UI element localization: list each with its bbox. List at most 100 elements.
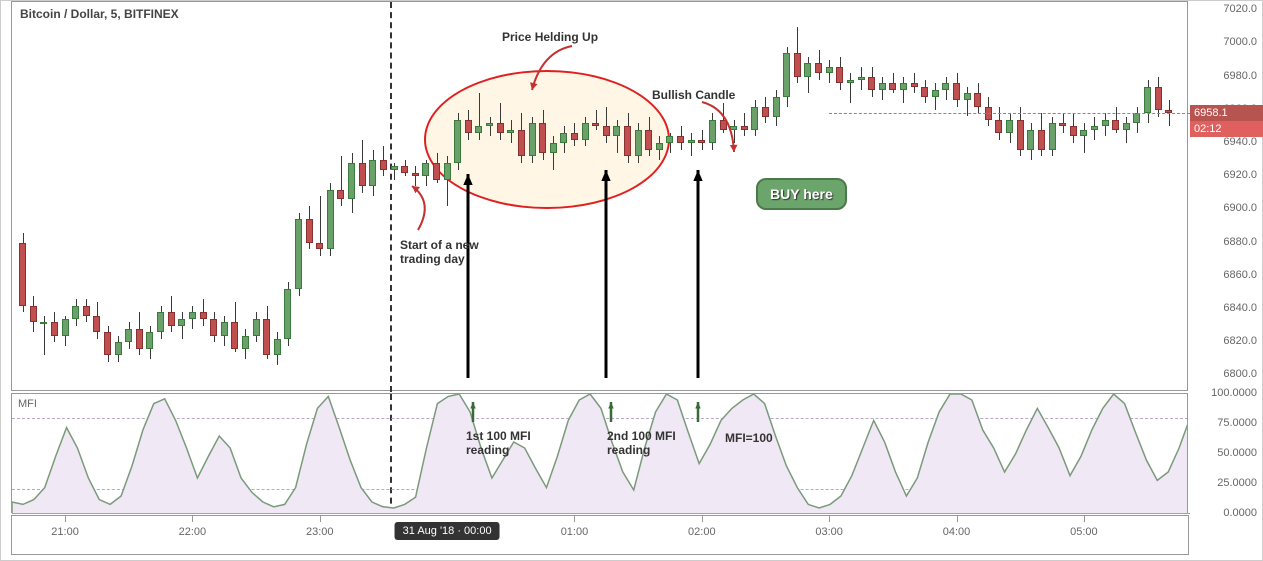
candle xyxy=(868,77,875,90)
candle xyxy=(582,123,589,140)
x-tick: 23:00 xyxy=(306,526,334,538)
annotation-mfi2: 2nd 100 MFIreading xyxy=(607,429,676,458)
candle xyxy=(645,130,652,150)
y-tick: 6800.0 xyxy=(1223,368,1257,380)
candle xyxy=(62,319,69,336)
time-axis: 21:0022:0023:0001:0002:0003:0004:0005:00… xyxy=(11,515,1189,555)
candle xyxy=(730,126,737,129)
candle xyxy=(836,67,843,84)
mfi-panel[interactable]: MFI xyxy=(11,393,1189,513)
candle xyxy=(603,126,610,136)
x-tick: 01:00 xyxy=(561,526,589,538)
annotation-bullish_candle: Bullish Candle xyxy=(652,88,735,102)
chart-title: Bitcoin / Dollar, 5, BITFINEX xyxy=(20,7,179,21)
candle xyxy=(83,306,90,316)
session-start-line xyxy=(390,2,392,392)
candle xyxy=(794,53,801,76)
mfi-y-tick: 50.0000 xyxy=(1217,447,1257,459)
candle xyxy=(1027,130,1034,150)
candle xyxy=(847,80,854,83)
candle xyxy=(560,133,567,143)
x-tick: 03:00 xyxy=(815,526,843,538)
candle xyxy=(486,123,493,126)
candle xyxy=(316,243,323,250)
candle xyxy=(507,130,514,133)
candle xyxy=(178,319,185,326)
candle xyxy=(231,322,238,349)
candle xyxy=(454,120,461,163)
mfi-y-tick: 100.0000 xyxy=(1211,387,1257,399)
candle xyxy=(826,67,833,74)
y-axis-price: 6800.06820.06840.06860.06880.06900.06920… xyxy=(1187,1,1262,391)
price-ref-line xyxy=(829,113,1190,114)
candle xyxy=(380,160,387,170)
candle xyxy=(815,63,822,73)
candle xyxy=(1017,120,1024,150)
candle xyxy=(295,219,302,289)
x-tick: 22:00 xyxy=(179,526,207,538)
countdown-badge: 02:12 xyxy=(1190,121,1263,137)
candle xyxy=(1102,120,1109,127)
buy-here-badge: BUY here xyxy=(756,178,847,210)
annotation-mfi1: 1st 100 MFIreading xyxy=(466,429,531,458)
candle xyxy=(656,143,663,150)
annotation-start_day: Start of a newtrading day xyxy=(400,238,479,267)
candle xyxy=(1133,113,1140,123)
candle xyxy=(942,83,949,90)
candle xyxy=(964,93,971,100)
candle xyxy=(677,136,684,143)
candle xyxy=(444,163,451,180)
candle xyxy=(274,339,281,356)
mfi-y-tick: 0.0000 xyxy=(1223,507,1257,519)
candle xyxy=(210,319,217,336)
candle xyxy=(592,123,599,126)
candle xyxy=(337,190,344,200)
candle xyxy=(51,322,58,335)
candle xyxy=(974,93,981,106)
candle xyxy=(698,140,705,143)
candle xyxy=(104,332,111,355)
candle xyxy=(571,133,578,140)
candle xyxy=(783,53,790,96)
candle xyxy=(30,306,37,323)
candle xyxy=(1080,130,1087,137)
y-tick: 7000.0 xyxy=(1223,36,1257,48)
candle xyxy=(911,83,918,86)
candle xyxy=(412,173,419,176)
candle xyxy=(995,120,1002,133)
y-tick: 6860.0 xyxy=(1223,269,1257,281)
candle xyxy=(1091,126,1098,129)
candle xyxy=(157,312,164,332)
candle xyxy=(1049,123,1056,150)
candle xyxy=(263,319,270,356)
candle xyxy=(497,123,504,133)
candle xyxy=(93,316,100,333)
candle xyxy=(529,123,536,156)
y-tick: 7020.0 xyxy=(1223,3,1257,15)
price-panel[interactable]: Bitcoin / Dollar, 5, BITFINEX 6958.102:1… xyxy=(11,1,1189,391)
candle xyxy=(40,322,47,324)
candle xyxy=(773,97,780,117)
annotation-price_holding: Price Helding Up xyxy=(502,30,598,44)
candle xyxy=(19,243,26,306)
candle xyxy=(146,332,153,349)
candle xyxy=(1144,87,1151,114)
candle xyxy=(889,83,896,90)
annotation-mfi3: MFI=100 xyxy=(725,431,773,445)
mfi-y-tick: 25.0000 xyxy=(1217,477,1257,489)
candle xyxy=(475,126,482,133)
x-tick: 05:00 xyxy=(1070,526,1098,538)
y-tick: 6820.0 xyxy=(1223,335,1257,347)
candle xyxy=(359,163,366,186)
candle xyxy=(953,83,960,100)
candle xyxy=(401,166,408,173)
candle xyxy=(539,123,546,153)
candle xyxy=(804,63,811,76)
x-tick: 04:00 xyxy=(943,526,971,538)
candle xyxy=(624,126,631,156)
candle xyxy=(221,322,228,335)
candle xyxy=(1006,120,1013,133)
candle xyxy=(518,130,525,157)
candle xyxy=(1123,123,1130,130)
candle xyxy=(858,77,865,80)
